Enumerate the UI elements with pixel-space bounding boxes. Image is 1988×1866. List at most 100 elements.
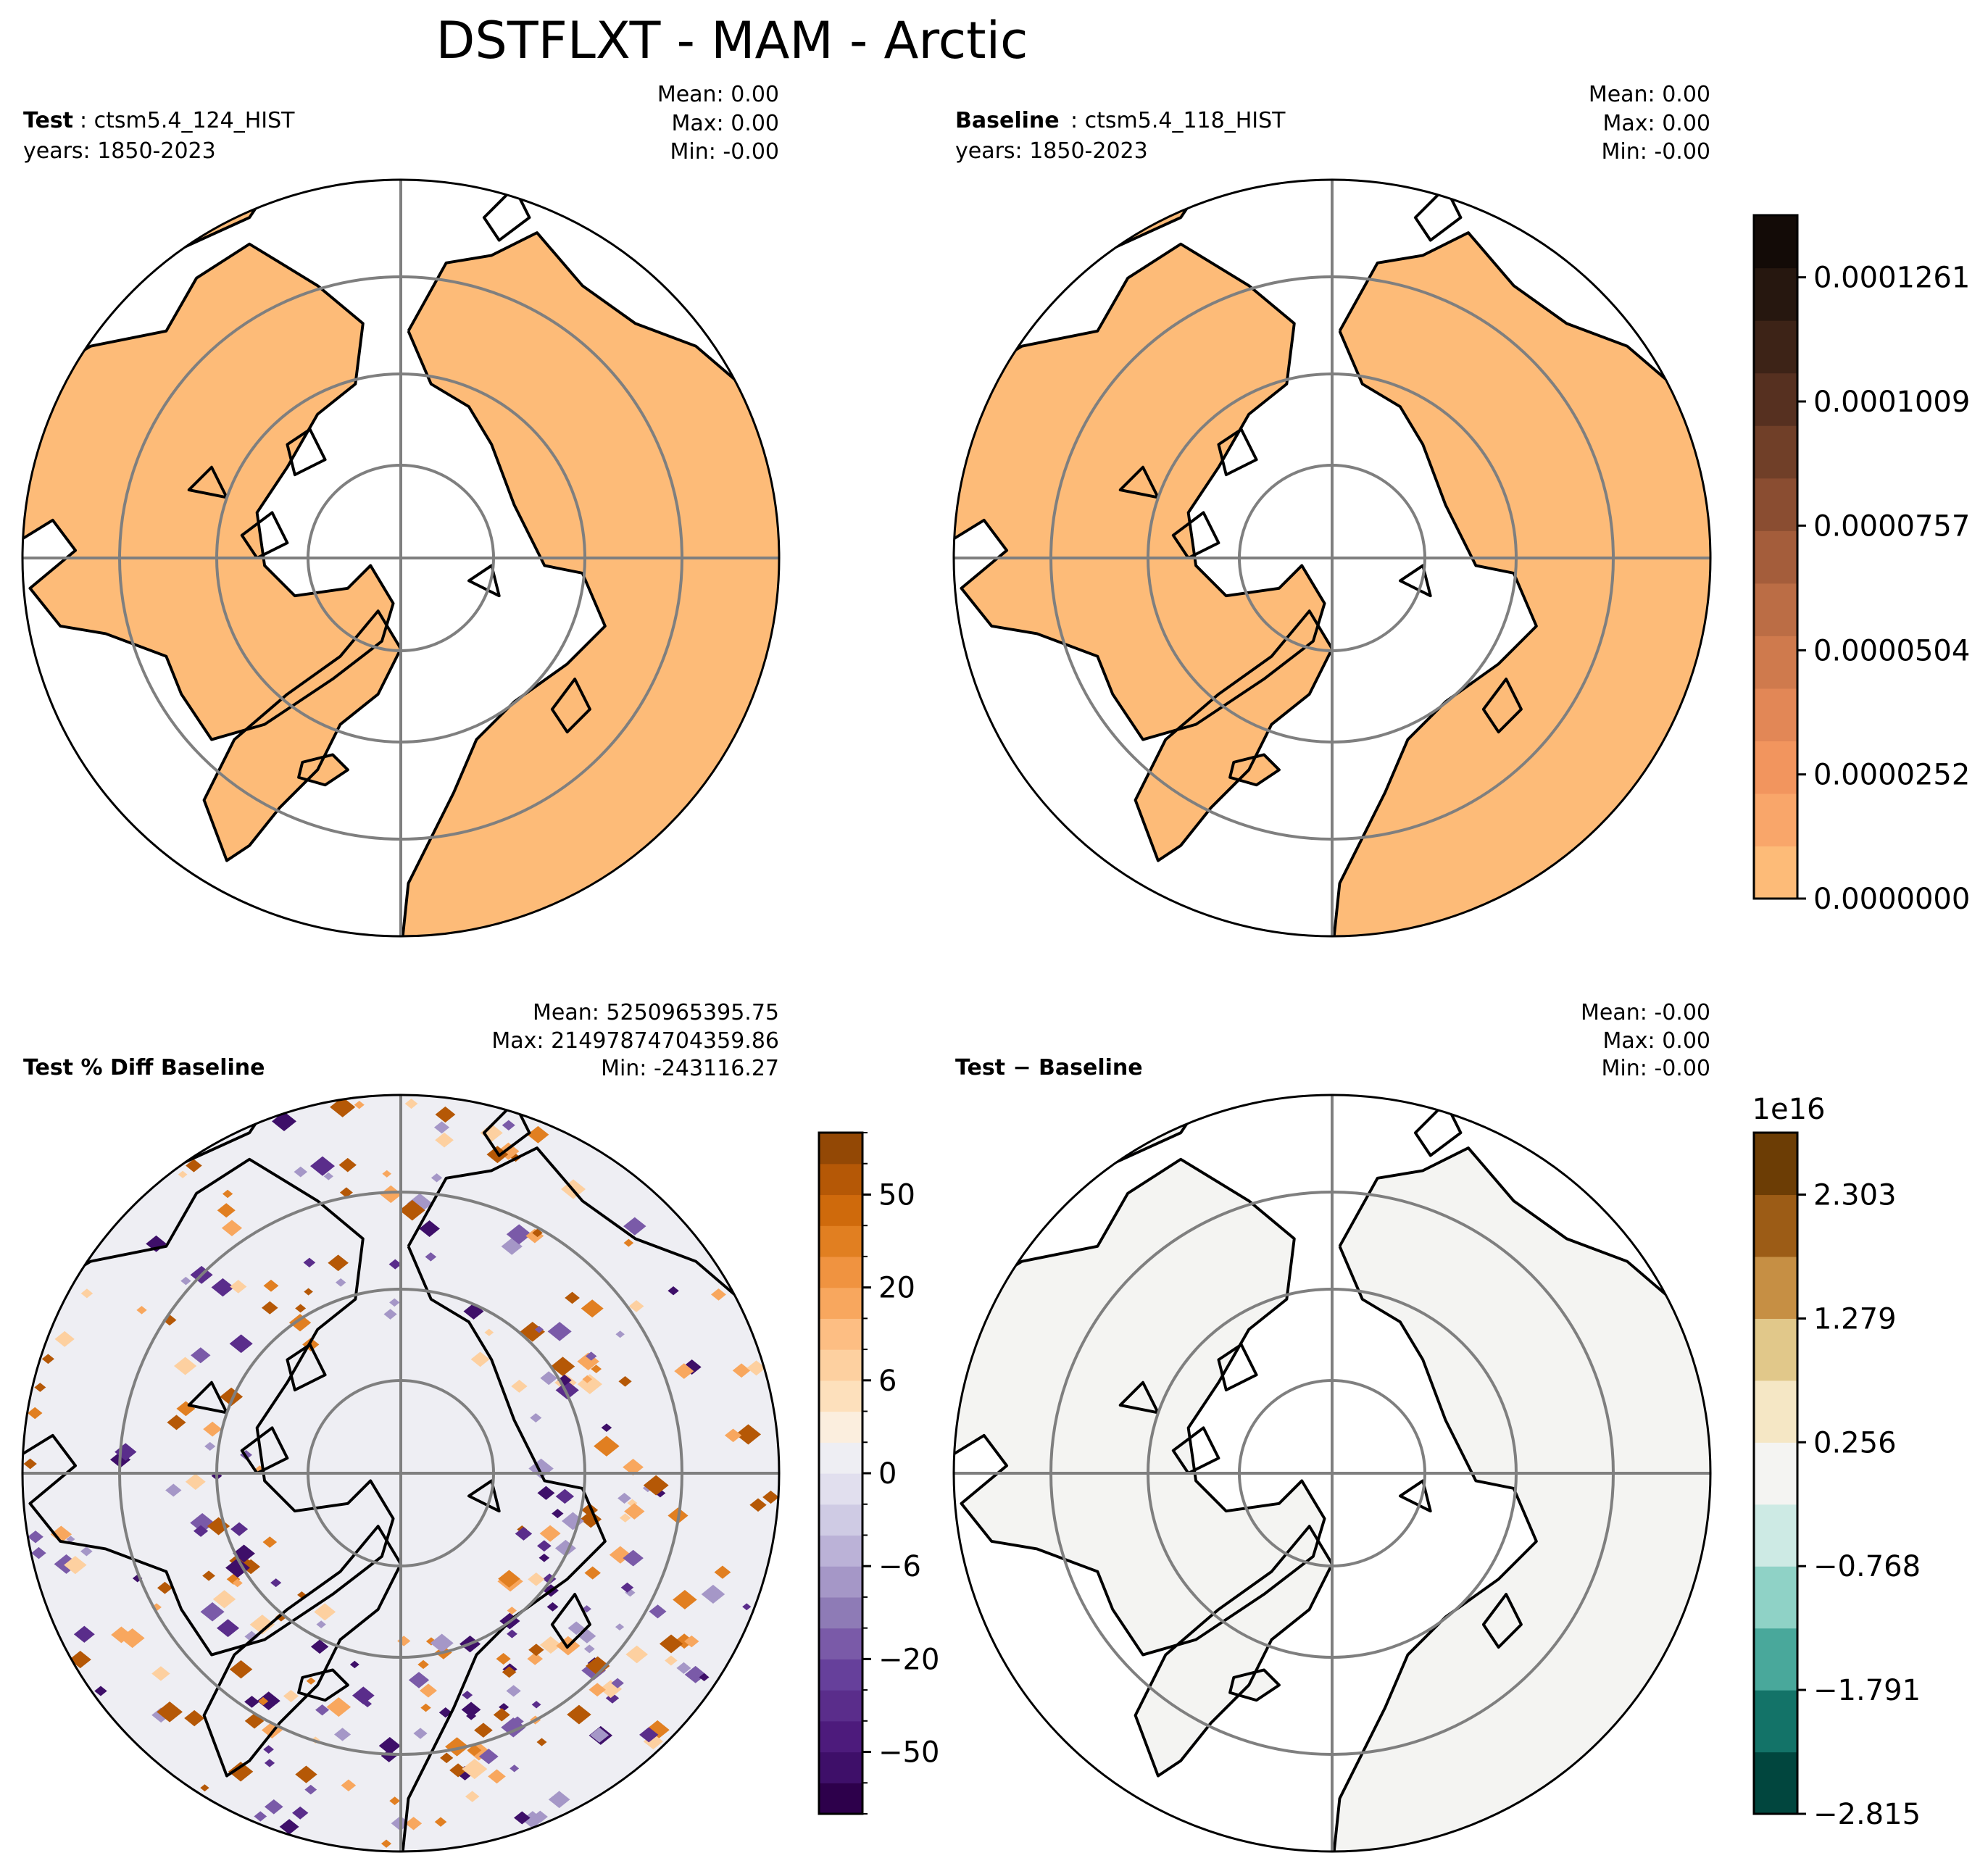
pct-diff-anomaly-cell <box>217 1203 236 1218</box>
panel-pct-diff: Test % Diff Baseline Mean: 5250965395.75… <box>21 1000 939 1853</box>
panel-baseline-case: : ctsm5.4_118_HIST <box>1070 108 1286 133</box>
map-pct-diff <box>22 1095 779 1852</box>
colorbar-pct-diff-segment <box>819 1194 862 1226</box>
pct-diff-anomaly-cell <box>94 1686 107 1696</box>
map-abs-diff-graticule <box>954 1095 1710 1852</box>
colorbar-diff-tick-label: 0.256 <box>1813 1426 1897 1459</box>
pct-diff-anomaly-cell <box>620 1582 634 1593</box>
pct-diff-anomaly-cell <box>200 1601 225 1622</box>
pct-diff-anomaly-cell <box>434 1817 447 1827</box>
pct-diff-anomaly-cell <box>502 1666 517 1678</box>
pct-diff-anomaly-cell <box>399 1199 425 1221</box>
pct-diff-anomaly-cell <box>431 1173 443 1183</box>
colorbar-pct-diff-segment <box>819 1380 862 1412</box>
pct-diff-anomaly-cell <box>577 1374 602 1394</box>
pct-diff-anomaly-cell <box>496 1652 511 1665</box>
colorbar-pct-diff-segment <box>819 1752 862 1783</box>
colorbar-pct-diff-segment <box>819 1287 862 1319</box>
pct-diff-anomaly-cell <box>330 1096 356 1117</box>
pct-diff-anomaly-cell <box>380 1185 402 1204</box>
colorbar-pct-diff-tick-label: 20 <box>878 1272 915 1305</box>
pct-diff-anomaly-cell <box>111 1626 132 1644</box>
pct-diff-anomaly-cell <box>684 1635 699 1648</box>
pct-diff-anomaly-cell <box>31 1546 46 1559</box>
pct-diff-anomaly-cell <box>64 1556 87 1575</box>
pct-diff-anomaly-cell <box>272 1111 297 1132</box>
colorbar-abs-tick-label: 0.0000504 <box>1813 634 1970 667</box>
colorbar-abs-tick-label: 0.0000757 <box>1813 509 1970 543</box>
pct-diff-anomaly-cell <box>550 1357 575 1376</box>
pct-diff-anomaly-cell <box>701 1584 725 1604</box>
pct-diff-anomaly-cell <box>619 1513 631 1523</box>
pct-diff-anomaly-cell <box>295 1765 317 1783</box>
pct-diff-anomaly-cell <box>244 1696 259 1708</box>
pct-diff-anomaly-cell <box>288 1314 312 1332</box>
pct-diff-anomaly-cell <box>203 1421 222 1437</box>
colorbar-abs-segment <box>1754 215 1797 269</box>
colorbar-pct-diff-segment <box>819 1256 862 1288</box>
pct-diff-anomaly-cell <box>639 1727 659 1743</box>
colorbar-abs-tick-label: 0.0001009 <box>1813 386 1970 419</box>
panel-baseline-years: years: 1850-2023 <box>955 138 1148 164</box>
pct-diff-anomaly-cell <box>420 1703 431 1712</box>
colorbar-diff-tick-label: 2.303 <box>1813 1178 1897 1212</box>
pct-diff-anomaly-cell <box>507 1629 517 1638</box>
pct-diff-anomaly-cell <box>547 1322 572 1341</box>
pct-diff-anomaly-cell <box>539 1525 561 1542</box>
panel-abs-diff-max: Max: 0.00 <box>1603 1028 1710 1054</box>
pct-diff-anomaly-cell <box>228 1762 254 1782</box>
pct-diff-anomaly-cell <box>433 1121 450 1134</box>
pct-diff-anomaly-cell <box>254 1465 265 1474</box>
colorbar-abs-segment <box>1754 688 1797 741</box>
colorbar-pct-diff-segment <box>819 1133 862 1165</box>
pct-diff-anomaly-cell <box>659 1634 683 1654</box>
pct-diff-anomaly-cell <box>506 1224 532 1245</box>
pct-diff-anomaly-cell <box>202 1570 215 1581</box>
pct-diff-anomaly-cell <box>699 1673 710 1682</box>
pct-diff-anomaly-cell <box>258 1696 269 1706</box>
pct-diff-anomaly-cell <box>254 1811 267 1822</box>
pct-diff-anomaly-cell <box>746 1360 766 1376</box>
pct-diff-anomaly-cell <box>207 1517 230 1536</box>
pct-diff-anomaly-cell <box>264 1759 275 1767</box>
colorbar-abs-segment <box>1754 583 1797 636</box>
pct-diff-anomaly-cell <box>157 1702 183 1723</box>
pct-diff-anomaly-cell <box>499 1703 510 1712</box>
pct-diff-anomaly-cell <box>382 1170 392 1178</box>
pct-diff-anomaly-cell <box>66 1536 75 1543</box>
map-abs-diff <box>954 1095 1710 1852</box>
pct-diff-anomaly-cell <box>191 1347 211 1364</box>
pct-diff-anomaly-cell <box>136 1306 147 1315</box>
pct-diff-anomaly-cell <box>263 1745 274 1754</box>
panel-pct-diff-label: Test % Diff Baseline <box>23 1055 265 1080</box>
pct-diff-anomaly-cell <box>212 1590 236 1609</box>
pct-diff-anomaly-cell <box>326 1697 352 1717</box>
pct-diff-anomaly-cell <box>561 1512 584 1530</box>
pct-diff-anomaly-cell <box>538 1553 550 1562</box>
pct-diff-anomaly-cell <box>534 1325 544 1333</box>
pct-diff-anomaly-cell <box>41 1354 54 1365</box>
pct-diff-anomaly-cell <box>388 1259 402 1270</box>
pct-diff-anomaly-cell <box>507 1607 517 1615</box>
pct-diff-anomaly-cell <box>462 1759 488 1780</box>
pct-diff-anomaly-cell <box>216 1619 240 1638</box>
map-abs-diff-border <box>952 1094 1712 1853</box>
colorbar-diff-outline <box>1752 1131 1799 1815</box>
pct-diff-anomaly-cell <box>221 1220 243 1236</box>
pct-diff-anomaly-cell <box>623 1238 634 1247</box>
pct-diff-anomaly-cell <box>310 1639 329 1654</box>
colorbar-diff-segment <box>1754 1566 1797 1629</box>
pct-diff-anomaly-cell <box>306 1677 316 1685</box>
pct-diff-anomaly-cell <box>567 1704 591 1725</box>
pct-diff-anomaly-cell <box>389 1796 400 1805</box>
colorbar-diff-segment <box>1754 1628 1797 1691</box>
pct-diff-anomaly-cell <box>173 1357 197 1375</box>
pct-diff-anomaly-cell <box>270 1578 282 1588</box>
map-test-graticule <box>22 180 779 936</box>
map-pct-diff-graticule <box>22 1095 779 1852</box>
pct-diff-anomaly-cell <box>232 1578 243 1588</box>
pct-diff-anomaly-cell <box>627 1499 638 1507</box>
pct-diff-anomaly-cell <box>445 1737 469 1757</box>
colorbar-abs-segment <box>1754 478 1797 531</box>
